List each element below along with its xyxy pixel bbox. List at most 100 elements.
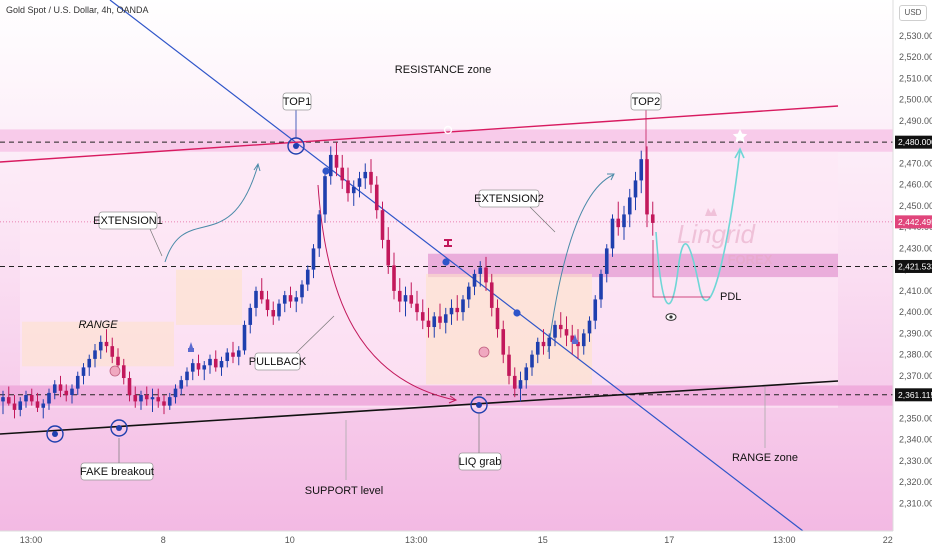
candle[interactable] [581, 329, 586, 355]
candle[interactable] [81, 363, 86, 385]
candle[interactable] [449, 299, 454, 325]
candle[interactable] [426, 307, 431, 338]
candle[interactable] [380, 201, 385, 249]
candle[interactable] [461, 295, 465, 321]
candle[interactable] [225, 348, 230, 368]
candle[interactable] [58, 375, 63, 398]
price-axis[interactable]: 2,310.000 2,320.000 2,330.000 2,340.000 2,35… [892, 0, 932, 550]
candle[interactable] [535, 337, 540, 364]
candle[interactable] [541, 329, 546, 355]
candle[interactable] [455, 295, 460, 321]
currency-button[interactable]: USD [899, 5, 927, 21]
candle[interactable] [622, 205, 626, 240]
candle[interactable] [185, 367, 189, 387]
candle[interactable] [162, 395, 166, 415]
time-axis[interactable]: 13:0081013:00151713:00222413:002913:00Au… [0, 530, 932, 550]
candle[interactable] [93, 344, 97, 368]
candle[interactable] [633, 171, 638, 211]
candle[interactable] [29, 388, 34, 406]
candle[interactable] [357, 171, 362, 198]
candle[interactable] [271, 301, 276, 325]
candle[interactable] [466, 282, 471, 308]
candle[interactable] [645, 146, 649, 228]
candle[interactable] [616, 201, 621, 236]
candle[interactable] [1, 390, 5, 415]
candle[interactable] [397, 278, 402, 313]
candle[interactable] [52, 380, 57, 400]
candle[interactable] [593, 295, 598, 330]
candle[interactable] [98, 335, 103, 359]
candle[interactable] [127, 371, 132, 402]
candle[interactable] [248, 303, 253, 334]
candle[interactable] [12, 395, 17, 419]
candle[interactable] [150, 388, 155, 413]
candle[interactable] [564, 316, 569, 347]
candle[interactable] [6, 386, 11, 406]
candle[interactable] [18, 397, 23, 417]
candle[interactable] [133, 386, 138, 408]
candle[interactable] [340, 154, 345, 189]
candle[interactable] [369, 159, 373, 194]
candle[interactable] [254, 286, 258, 317]
candle[interactable] [190, 358, 195, 381]
candle[interactable] [259, 278, 264, 304]
candle[interactable] [202, 361, 207, 381]
candle[interactable] [110, 337, 115, 364]
candle[interactable] [87, 354, 92, 376]
candle[interactable] [443, 307, 448, 334]
candle[interactable] [386, 227, 391, 274]
candle[interactable] [121, 358, 126, 385]
candle[interactable] [501, 320, 506, 364]
candle[interactable] [47, 388, 51, 410]
candle[interactable] [317, 210, 322, 257]
candle[interactable] [530, 350, 534, 376]
candle[interactable] [472, 269, 477, 296]
candle[interactable] [650, 201, 655, 236]
candle[interactable] [242, 320, 247, 355]
candle[interactable] [300, 280, 304, 304]
candle[interactable] [219, 356, 224, 376]
candle[interactable] [277, 299, 281, 321]
candle[interactable] [196, 354, 201, 376]
candle[interactable] [35, 392, 40, 413]
candle[interactable] [484, 256, 488, 291]
candle[interactable] [208, 354, 212, 374]
candle[interactable] [305, 265, 310, 291]
candle[interactable] [288, 286, 293, 308]
candle[interactable] [576, 329, 580, 359]
candle[interactable] [547, 333, 552, 359]
candle[interactable] [627, 188, 632, 228]
candle[interactable] [173, 384, 178, 404]
candle[interactable] [374, 176, 379, 219]
candle[interactable] [599, 269, 603, 308]
candle[interactable] [558, 312, 563, 338]
candle[interactable] [415, 290, 419, 321]
candle[interactable] [403, 286, 408, 317]
candle[interactable] [432, 312, 437, 338]
candle[interactable] [363, 163, 368, 189]
candle[interactable] [294, 290, 299, 313]
candle[interactable] [553, 320, 557, 347]
candle[interactable] [351, 180, 356, 206]
candle[interactable] [311, 244, 316, 279]
candle[interactable] [489, 273, 494, 317]
candle[interactable] [346, 167, 350, 202]
candle[interactable] [409, 282, 414, 308]
candle[interactable] [167, 392, 172, 410]
candle[interactable] [507, 346, 511, 385]
candle[interactable] [639, 150, 644, 194]
candle[interactable] [587, 316, 592, 342]
candle[interactable] [179, 375, 184, 396]
candle[interactable] [213, 350, 218, 372]
candle[interactable] [518, 371, 523, 402]
candle[interactable] [64, 384, 69, 402]
candle[interactable] [604, 244, 609, 283]
candle[interactable] [231, 341, 235, 364]
candle[interactable] [41, 399, 46, 419]
candle[interactable] [24, 390, 28, 408]
candle[interactable] [328, 146, 333, 185]
candle[interactable] [392, 252, 396, 300]
candle[interactable] [156, 388, 161, 408]
candle[interactable] [75, 371, 80, 396]
